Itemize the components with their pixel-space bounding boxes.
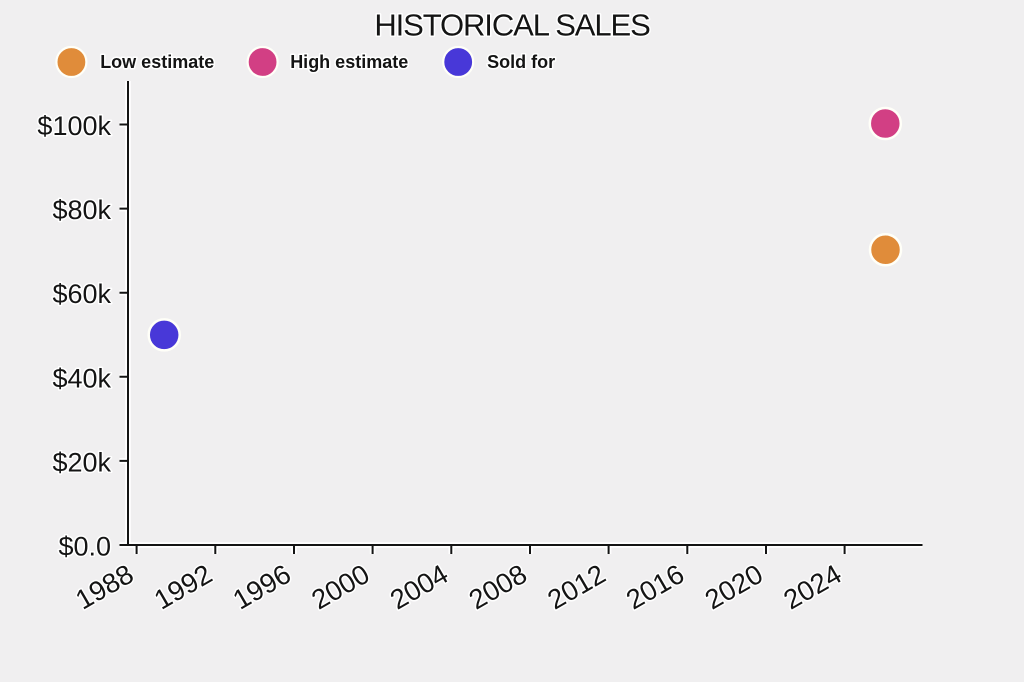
- svg-text:$80k: $80k: [52, 195, 111, 225]
- svg-text:$0.0: $0.0: [58, 532, 111, 562]
- svg-text:Low estimate: Low estimate: [100, 52, 214, 72]
- svg-text:$40k: $40k: [52, 363, 111, 393]
- svg-text:High estimate: High estimate: [290, 52, 408, 72]
- svg-text:$100k: $100k: [37, 111, 111, 141]
- svg-text:$20k: $20k: [52, 447, 111, 477]
- svg-text:HISTORICAL SALES: HISTORICAL SALES: [374, 8, 650, 43]
- svg-text:$60k: $60k: [52, 279, 111, 309]
- svg-text:Sold for: Sold for: [487, 52, 555, 72]
